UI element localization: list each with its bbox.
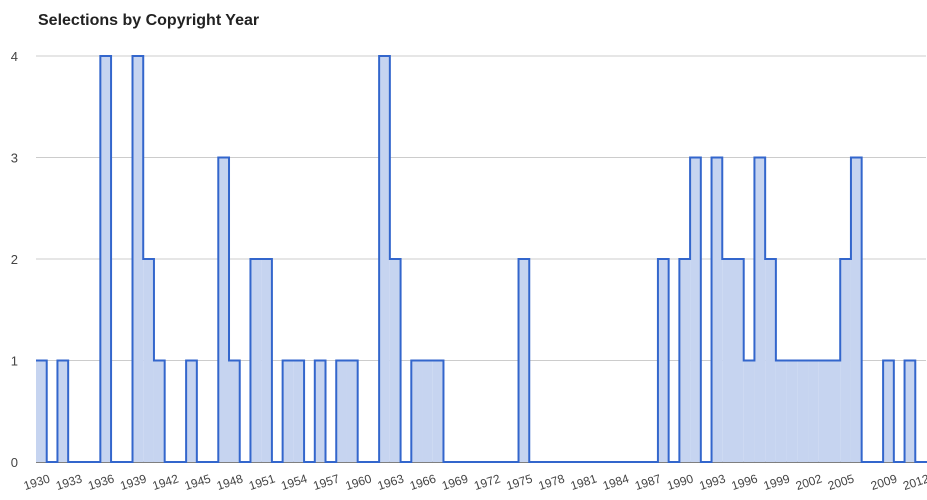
data-step (282, 360, 294, 462)
x-tick-label: 1969 (440, 471, 470, 493)
x-tick-label: 2005 (826, 471, 856, 493)
data-step (797, 360, 809, 462)
x-axis-ticks: 1930 1933 1936 1939 1942 1945 1948 1951 1954 1957… (22, 471, 927, 493)
series-area (36, 55, 927, 463)
y-tick-label: 0 (11, 455, 18, 470)
x-tick-label: 1978 (537, 471, 567, 493)
data-step (379, 56, 390, 462)
x-tick-label: 1933 (54, 471, 84, 493)
series-line (36, 55, 927, 463)
data-step (775, 360, 787, 462)
data-step (840, 259, 851, 462)
data-step (679, 259, 691, 462)
x-tick-label: 1930 (22, 471, 52, 493)
data-step (518, 259, 530, 462)
data-step (36, 360, 47, 462)
data-step (765, 259, 776, 462)
chart-title: Selections by Copyright Year (38, 12, 260, 29)
x-tick-label: 1939 (118, 471, 148, 493)
data-step (336, 360, 347, 462)
data-step (904, 360, 916, 462)
data-step (261, 259, 272, 462)
data-step (186, 360, 197, 462)
data-step (743, 360, 755, 462)
x-tick-label: 1996 (730, 471, 760, 493)
y-axis-ticks: 0 1 2 3 4 (11, 49, 18, 470)
data-step (57, 360, 69, 462)
y-tick-label: 1 (11, 354, 18, 369)
x-tick-label: 1981 (569, 471, 599, 493)
data-step (808, 360, 819, 462)
data-step (432, 360, 444, 462)
data-step (314, 360, 326, 462)
data-step (229, 360, 240, 462)
y-tick-label: 3 (11, 151, 18, 166)
x-tick-label: 2002 (794, 471, 824, 493)
data-step (411, 360, 423, 462)
data-step (657, 259, 669, 462)
data-step (218, 157, 230, 462)
x-tick-label: 1951 (247, 471, 277, 493)
data-step (786, 360, 798, 462)
data-step (850, 157, 862, 462)
x-tick-label: 1990 (665, 471, 695, 493)
x-tick-label: 2009 (869, 471, 899, 493)
x-tick-label: 1966 (408, 471, 438, 493)
x-tick-label: 1960 (344, 471, 374, 493)
x-tick-label: 1945 (183, 471, 213, 493)
data-step (250, 259, 262, 462)
y-tick-label: 4 (11, 49, 18, 64)
x-tick-label: 1993 (697, 471, 727, 493)
data-step (818, 360, 830, 462)
data-step (829, 360, 841, 462)
x-tick-label: 1942 (151, 471, 181, 493)
data-step (883, 360, 894, 462)
x-tick-label: 1987 (633, 471, 663, 493)
x-tick-label: 1957 (311, 471, 341, 493)
data-step (754, 157, 766, 462)
x-tick-label: 1975 (504, 471, 534, 493)
data-step (732, 259, 744, 462)
x-tick-label: 1954 (279, 471, 309, 493)
data-step (389, 259, 401, 462)
x-tick-label: 1963 (376, 471, 406, 493)
x-tick-label: 2012 (901, 471, 927, 493)
x-tick-label: 1972 (472, 471, 502, 493)
x-tick-label: 1936 (86, 471, 116, 493)
data-step (711, 157, 723, 462)
data-step (722, 259, 733, 462)
data-step (293, 360, 305, 462)
data-step (422, 360, 433, 462)
x-tick-label: 1984 (601, 471, 631, 493)
data-step (690, 157, 701, 462)
data-step (132, 56, 144, 462)
data-step (153, 360, 165, 462)
x-tick-label: 1999 (762, 471, 792, 493)
x-tick-label: 1948 (215, 471, 245, 493)
data-step (100, 56, 112, 462)
y-tick-label: 2 (11, 252, 18, 267)
data-step (143, 259, 154, 462)
data-step (346, 360, 358, 462)
